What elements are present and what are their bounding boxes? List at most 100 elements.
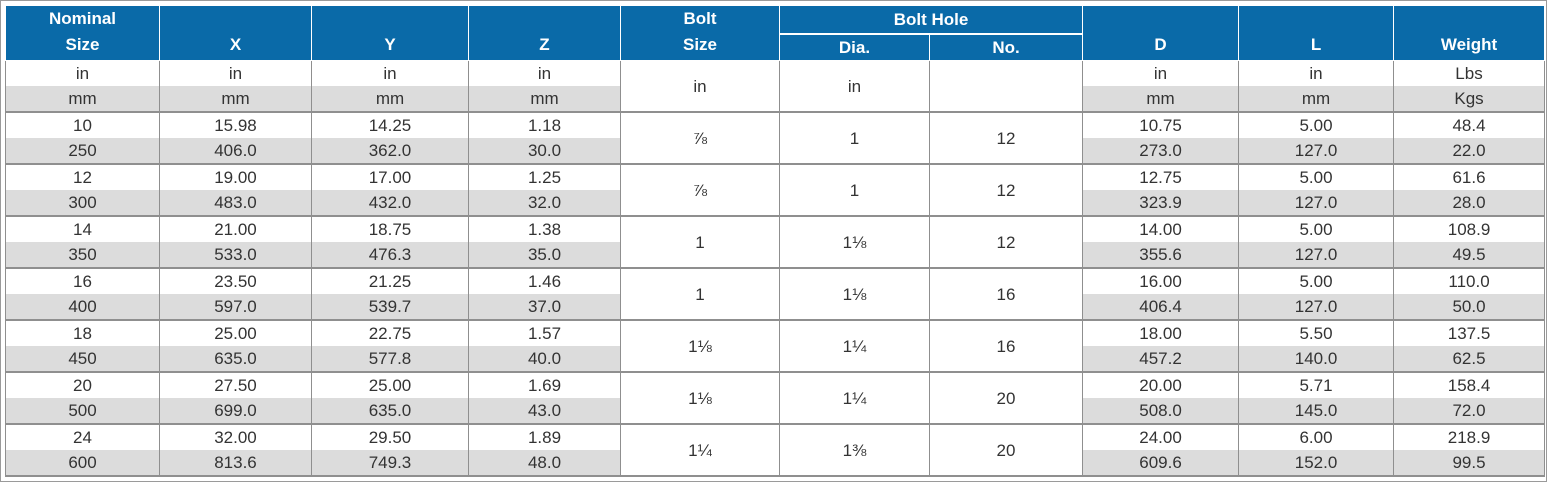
table-row: 250 406.0 362.0 30.0 273.0 127.0 22.0 bbox=[5, 138, 1546, 165]
table-cell: 32.0 bbox=[468, 190, 621, 217]
header-y: Y bbox=[311, 5, 469, 61]
header-nominal-line2: Size bbox=[65, 35, 100, 54]
unit-cell: mm bbox=[468, 86, 621, 113]
table-cell: 539.7 bbox=[311, 294, 469, 321]
table-cell: 12 bbox=[928, 112, 1084, 165]
table-row: 16 23.50 21.25 1.46 1 1⅛ 16 16.00 5.00 110.0 bbox=[5, 268, 1546, 321]
table-cell: 597.0 bbox=[159, 294, 312, 321]
table-cell: 140.0 bbox=[1238, 346, 1395, 373]
table-cell: 127.0 bbox=[1238, 294, 1395, 321]
table-cell: 5.71 bbox=[1238, 372, 1395, 398]
table-cell: 10.75 bbox=[1082, 112, 1240, 138]
unit-cell: in bbox=[779, 60, 930, 113]
header-bolt-line2: Size bbox=[682, 35, 718, 54]
table-cell: 600 bbox=[5, 450, 160, 477]
table-cell: 18.00 bbox=[1082, 320, 1240, 346]
table-row: 350 533.0 476.3 35.0 355.6 127.0 49.5 bbox=[5, 242, 1546, 269]
table-cell: 500 bbox=[5, 398, 160, 425]
table-cell: 250 bbox=[5, 138, 160, 165]
table-cell: 457.2 bbox=[1082, 346, 1240, 373]
header-l: L bbox=[1238, 5, 1395, 61]
table-cell: 1.57 bbox=[468, 320, 621, 346]
table-row: 500 699.0 635.0 43.0 508.0 145.0 72.0 bbox=[5, 398, 1546, 425]
table-cell: 5.50 bbox=[1238, 320, 1395, 346]
table-cell: 37.0 bbox=[468, 294, 621, 321]
table-cell: 406.0 bbox=[159, 138, 312, 165]
unit-cell: mm bbox=[159, 86, 312, 113]
table-row: 450 635.0 577.8 40.0 457.2 140.0 62.5 bbox=[5, 346, 1546, 373]
table-cell: 635.0 bbox=[159, 346, 312, 373]
table-cell: 29.50 bbox=[311, 424, 469, 450]
table-cell: 61.6 bbox=[1393, 164, 1546, 190]
table-cell: 43.0 bbox=[468, 398, 621, 425]
table-cell: 12.75 bbox=[1082, 164, 1240, 190]
table-cell: 14.00 bbox=[1082, 216, 1240, 242]
table-cell: 1⅛ bbox=[779, 268, 930, 321]
table-cell: 476.3 bbox=[311, 242, 469, 269]
table-cell: 62.5 bbox=[1393, 346, 1546, 373]
table-cell: 1¼ bbox=[620, 424, 780, 477]
unit-cell: in bbox=[620, 60, 780, 113]
header-bolt-hole: Bolt Hole bbox=[778, 4, 1084, 35]
units-row-metric: mm mm mm mm mm mm Kgs bbox=[5, 86, 1546, 113]
unit-cell: Lbs bbox=[1393, 60, 1546, 86]
table-cell: 21.25 bbox=[311, 268, 469, 294]
table-cell: 25.00 bbox=[311, 372, 469, 398]
table-cell: 577.8 bbox=[311, 346, 469, 373]
table-cell: 110.0 bbox=[1393, 268, 1546, 294]
table-cell: 1 bbox=[779, 112, 930, 165]
table-cell: 1 bbox=[620, 268, 780, 321]
table-cell: 1⅛ bbox=[779, 216, 930, 269]
table-cell: 12 bbox=[928, 216, 1084, 269]
table-row: 18 25.00 22.75 1.57 1⅛ 1¼ 16 18.00 5.50 137.5 bbox=[5, 320, 1546, 373]
header-weight: Weight bbox=[1393, 5, 1546, 61]
table-cell: 23.50 bbox=[159, 268, 312, 294]
header-nominal-size: Nominal Size bbox=[5, 5, 160, 61]
table-cell: 27.50 bbox=[159, 372, 312, 398]
table-cell: 127.0 bbox=[1238, 242, 1395, 269]
table-cell: 5.00 bbox=[1238, 164, 1395, 190]
table-cell: 18.75 bbox=[311, 216, 469, 242]
table-cell: 127.0 bbox=[1238, 190, 1395, 217]
table-cell: 99.5 bbox=[1393, 450, 1546, 477]
table-cell: 1.38 bbox=[468, 216, 621, 242]
table-cell: 72.0 bbox=[1393, 398, 1546, 425]
table-cell: 508.0 bbox=[1082, 398, 1240, 425]
header-dia: Dia. bbox=[779, 32, 930, 61]
table-cell: 16 bbox=[5, 268, 160, 294]
table-cell: 14.25 bbox=[311, 112, 469, 138]
table-cell: 1⅛ bbox=[620, 320, 780, 373]
table-cell: 699.0 bbox=[159, 398, 312, 425]
table-cell: 158.4 bbox=[1393, 372, 1546, 398]
table-cell: 1⅛ bbox=[620, 372, 780, 425]
table-cell: 483.0 bbox=[159, 190, 312, 217]
table-cell: 5.00 bbox=[1238, 112, 1395, 138]
table-cell: 749.3 bbox=[311, 450, 469, 477]
table-cell: 1.18 bbox=[468, 112, 621, 138]
unit-cell: in bbox=[5, 60, 160, 86]
header-x: X bbox=[159, 5, 312, 61]
table-cell: 18 bbox=[5, 320, 160, 346]
table-cell: 48.0 bbox=[468, 450, 621, 477]
table-cell: 300 bbox=[5, 190, 160, 217]
unit-cell: in bbox=[159, 60, 312, 86]
table-cell: 14 bbox=[5, 216, 160, 242]
table-cell: 152.0 bbox=[1238, 450, 1395, 477]
table-cell: 12 bbox=[928, 164, 1084, 217]
unit-cell: in bbox=[311, 60, 469, 86]
table-cell: 24 bbox=[5, 424, 160, 450]
table-cell: 40.0 bbox=[468, 346, 621, 373]
table-cell: 20 bbox=[5, 372, 160, 398]
table-cell: 127.0 bbox=[1238, 138, 1395, 165]
table-cell: 273.0 bbox=[1082, 138, 1240, 165]
table-cell: 30.0 bbox=[468, 138, 621, 165]
table-cell: 1⅜ bbox=[779, 424, 930, 477]
unit-cell: in bbox=[1238, 60, 1395, 86]
table-cell: 406.4 bbox=[1082, 294, 1240, 321]
table-cell: 1.25 bbox=[468, 164, 621, 190]
table-cell: 10 bbox=[5, 112, 160, 138]
table-cell: 5.00 bbox=[1238, 216, 1395, 242]
table-cell: 355.6 bbox=[1082, 242, 1240, 269]
header-d: D bbox=[1082, 5, 1240, 61]
unit-cell: mm bbox=[1238, 86, 1395, 113]
